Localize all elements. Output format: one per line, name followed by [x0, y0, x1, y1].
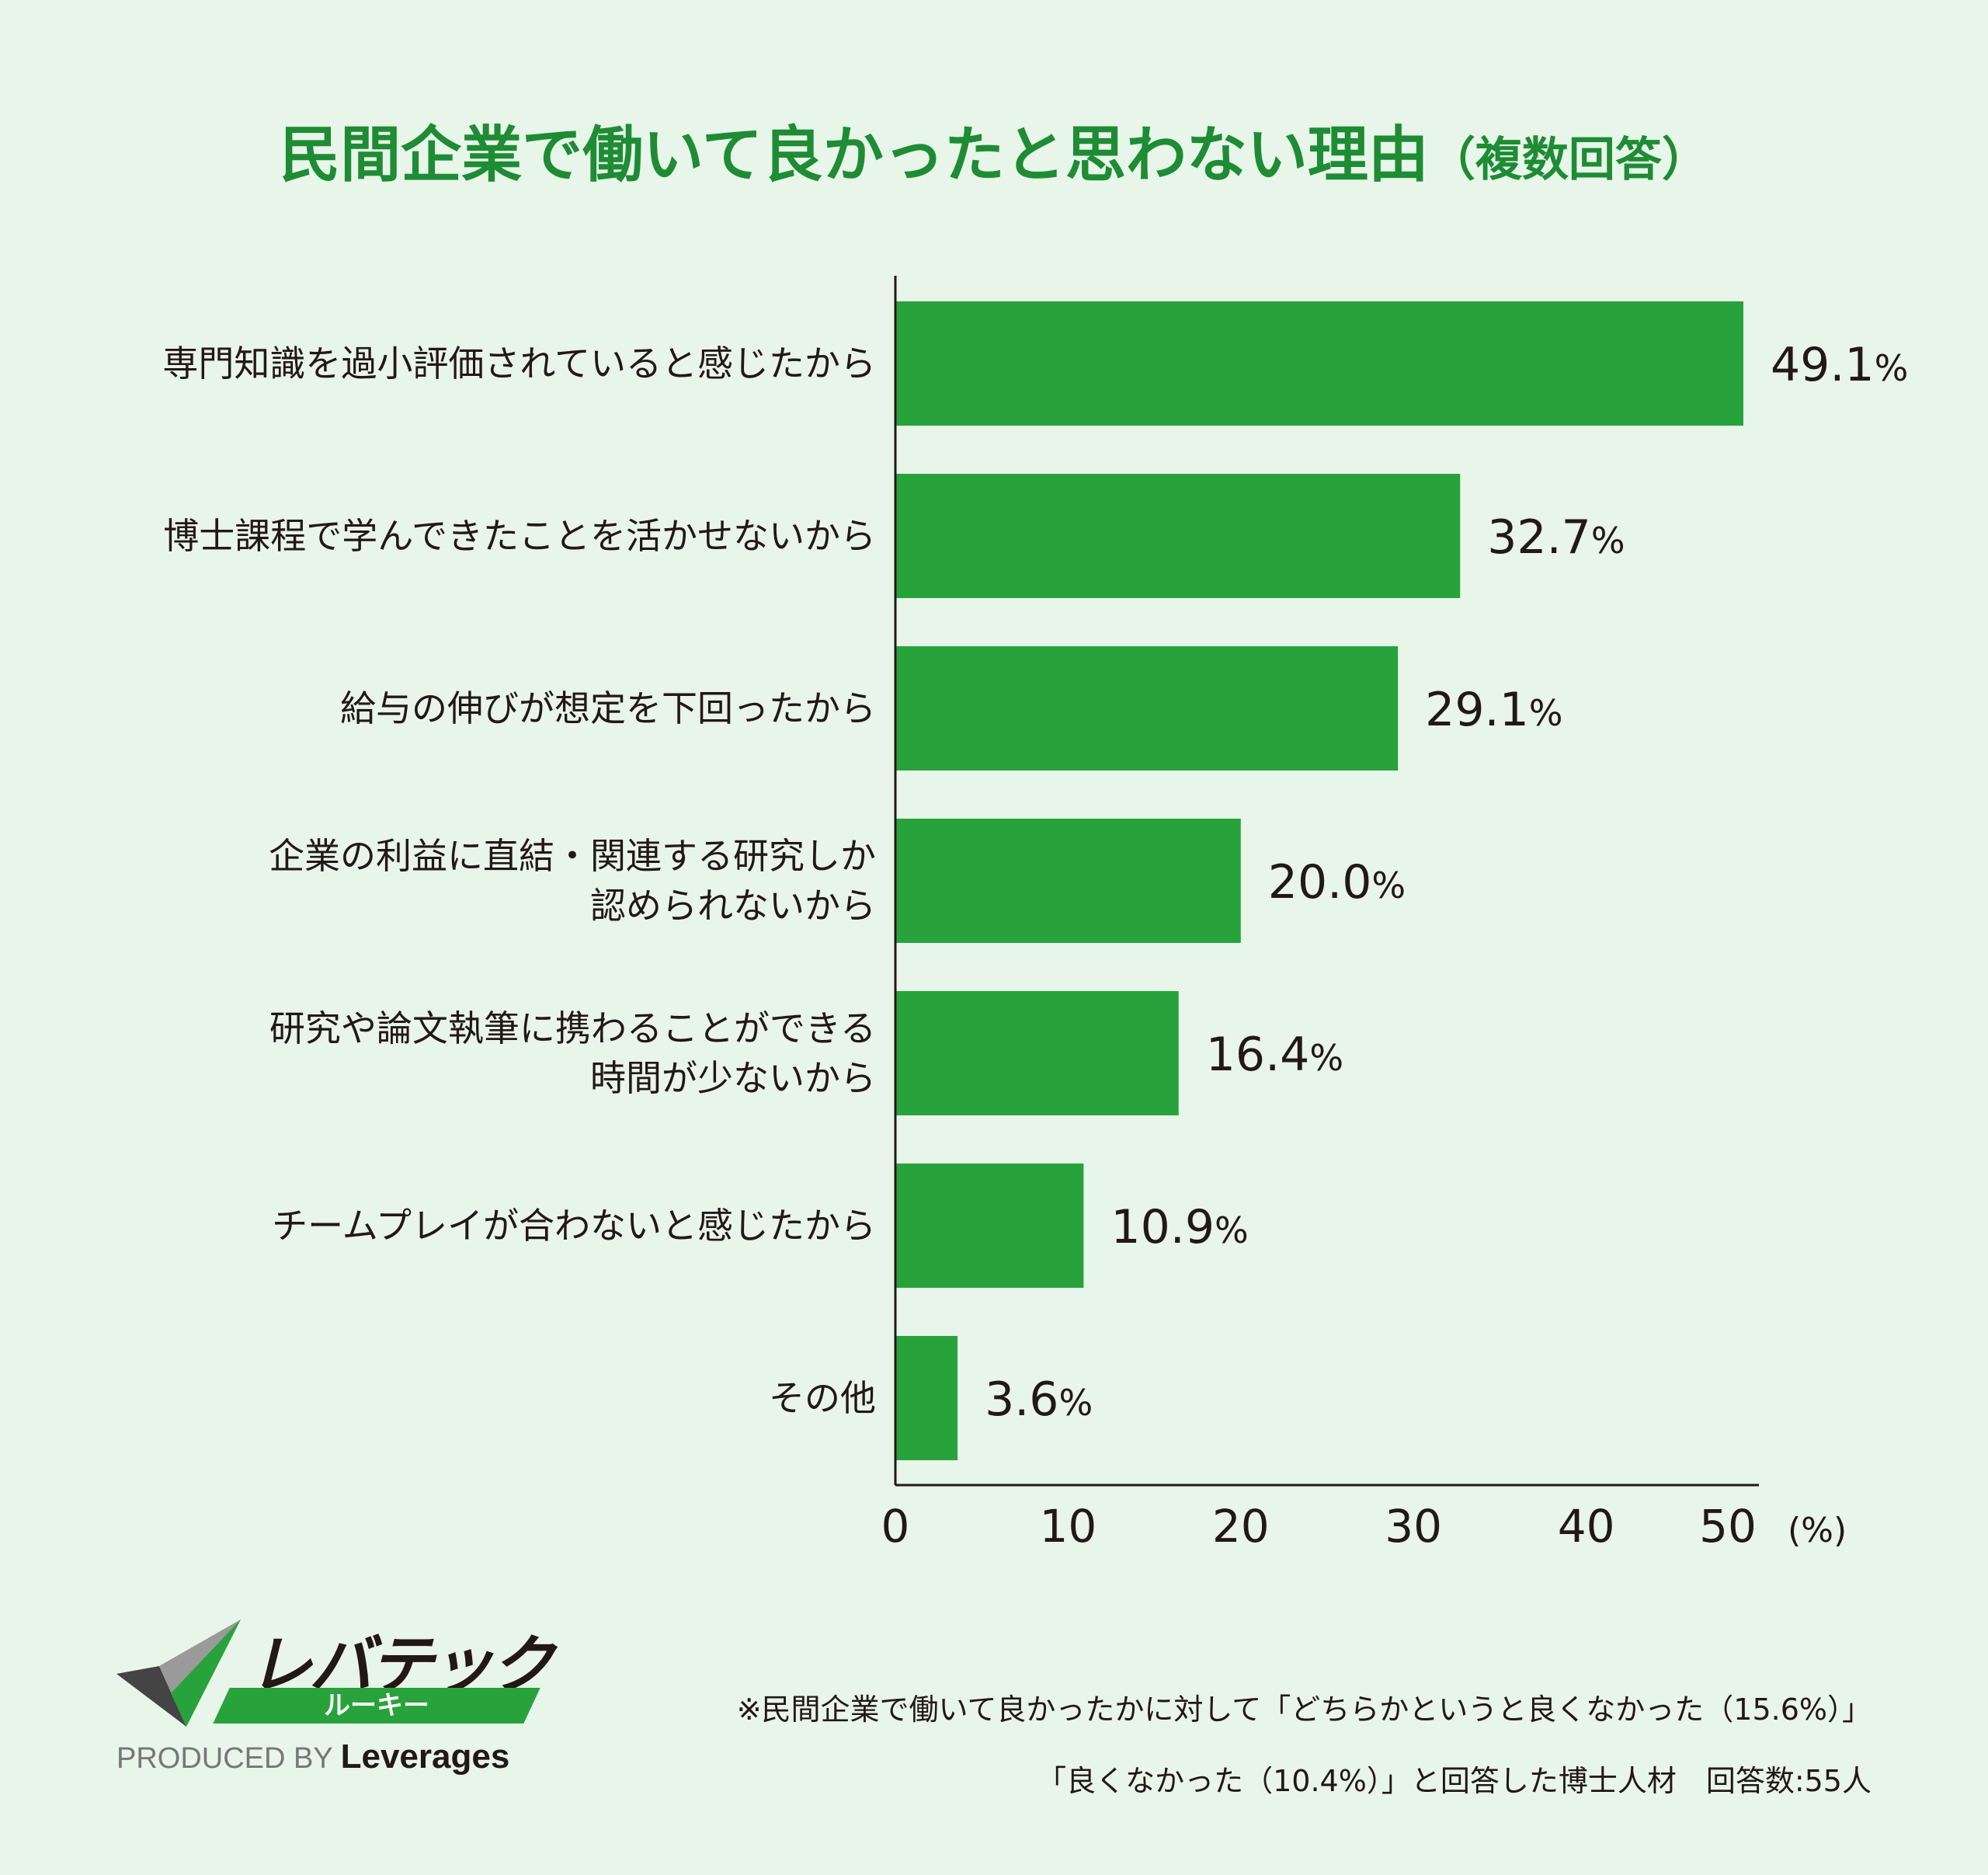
value-unit-5: % [1215, 1209, 1249, 1251]
category-label-3-1: 認められないから [590, 885, 876, 927]
value-label-2: 29.1% [1425, 683, 1562, 737]
bar-4 [895, 991, 1179, 1115]
bar-1 [895, 474, 1461, 598]
x-tick-label-4: 40 [1558, 1500, 1615, 1553]
bar-3 [895, 819, 1241, 943]
bar-6 [895, 1336, 958, 1460]
chart-title-main: 民間企業で働いて良かったと思わない理由 [280, 120, 1429, 190]
value-number-5: 10.9 [1110, 1200, 1215, 1254]
value-unit-2: % [1529, 692, 1563, 734]
produced-by: PRODUCED BY Leverages [116, 1738, 509, 1776]
value-unit-3: % [1371, 864, 1406, 906]
leverages-logo: レバテック ルーキー PRODUCED BY Leverages [113, 1612, 554, 1783]
value-label-0: 49.1% [1771, 338, 1908, 392]
company-name: Leverages [340, 1738, 510, 1776]
bar-2 [895, 646, 1399, 771]
logo-tagline-banner: ルーキー [213, 1688, 540, 1724]
value-number-0: 49.1 [1771, 338, 1875, 392]
x-tick-label-2: 20 [1212, 1500, 1270, 1553]
value-label-4: 16.4% [1206, 1028, 1343, 1082]
bar-5 [895, 1164, 1084, 1288]
value-number-1: 32.7 [1487, 510, 1591, 565]
category-label-3-0: 企業の利益に直結・関連する研究しか [269, 835, 876, 877]
value-unit-4: % [1309, 1037, 1343, 1079]
x-axis-unit: (%) [1788, 1511, 1847, 1550]
value-number-2: 29.1 [1425, 683, 1529, 737]
value-unit-0: % [1875, 347, 1909, 389]
x-tick-label-3: 30 [1385, 1500, 1442, 1553]
footnote-line-1: ※民間企業で働いて良かったかに対して「どちらかというと良くなかった（15.6%）… [736, 1692, 1872, 1727]
value-number-6: 3.6 [985, 1372, 1058, 1427]
produced-by-label: PRODUCED BY [116, 1742, 333, 1775]
x-tick-label-1: 10 [1039, 1500, 1097, 1553]
x-tick-label-5: 50 [1699, 1500, 1757, 1553]
value-label-5: 10.9% [1110, 1200, 1248, 1254]
value-unit-1: % [1591, 520, 1625, 562]
category-label-2-0: 給与の伸びが想定を下回ったから [340, 687, 876, 729]
category-label-5-0: チームプレイが合わないと感じたから [272, 1205, 876, 1247]
footnote-line-2: 「良くなかった（10.4%）」と回答した博士人材 回答数:55人 [1037, 1764, 1872, 1798]
category-label-0-0: 専門知識を過小評価されていると感じたから [162, 343, 876, 384]
value-label-3: 20.0% [1268, 855, 1406, 910]
category-label-4-1: 時間が少ないから [590, 1057, 876, 1099]
value-unit-6: % [1058, 1382, 1093, 1424]
chart-title-note: （複数回答） [1428, 133, 1708, 187]
checkmark-icon [116, 1619, 241, 1727]
x-tick-label-0: 0 [881, 1500, 910, 1553]
category-label-4-0: 研究や論文執筆に携わることができる [269, 1007, 876, 1049]
bar-chart: 49.1% 専門知識を過小評価されていると感じたから 32.7% 博士課程で学んできた… [162, 276, 1908, 1553]
value-number-3: 20.0 [1268, 855, 1372, 910]
value-number-4: 16.4 [1206, 1028, 1310, 1082]
category-label-6-0: その他 [769, 1377, 876, 1419]
logo-tagline: ルーキー [324, 1690, 429, 1721]
value-label-6: 3.6% [985, 1372, 1093, 1427]
footnote: ※民間企業で働いて良かったかに対して「どちらかというと良くなかった（15.6%）… [474, 1674, 1872, 1817]
bar-0 [895, 301, 1743, 426]
category-label-1-0: 博士課程で学んできたことを活かせないから [163, 515, 876, 557]
value-label-1: 32.7% [1487, 510, 1625, 565]
chart-title: 民間企業で働いて良かったと思わない理由（複数回答） [0, 117, 1988, 199]
